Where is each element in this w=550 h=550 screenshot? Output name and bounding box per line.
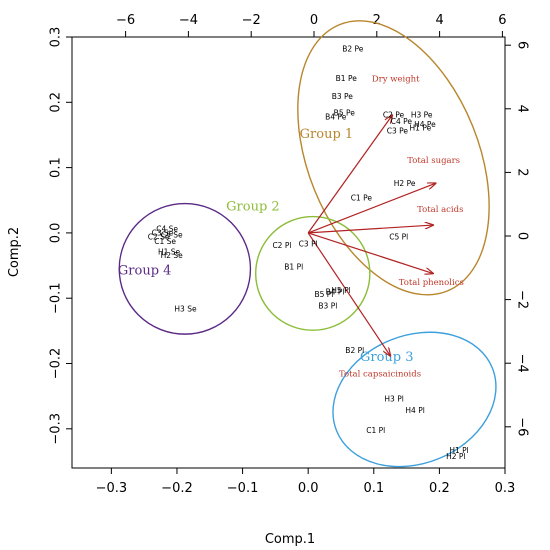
- point-label: H3 Pl: [384, 394, 403, 403]
- top-axis: −6 −4 −2 0 2 4 6: [116, 13, 507, 37]
- point-label: H1 Pe: [410, 123, 432, 132]
- dry-weight-arrow: [307, 115, 392, 234]
- x-tick-label: −0.2: [161, 481, 193, 496]
- point-label: B3 Pl: [318, 302, 337, 311]
- point-label: C4 Se: [156, 225, 178, 234]
- total-sugars-arrow-label: Total sugars: [407, 156, 460, 166]
- total-phenolics-arrow: [307, 232, 433, 273]
- point-label: C2 Pe: [383, 110, 405, 119]
- point-label: B4 Pl: [326, 287, 345, 296]
- y-tick-label: −0.2: [49, 348, 64, 380]
- point-label: H2 Pe: [394, 179, 416, 188]
- total-phenolics-arrow-label: Total phenolics: [399, 278, 464, 288]
- bottom-axis: −0.3 −0.2 −0.1 0.0 0.1 0.2 0.3: [96, 468, 516, 496]
- point-label: C2 Pl: [272, 241, 291, 250]
- point-label: B1 Pe: [336, 74, 358, 83]
- group-4-ellipse: [118, 202, 252, 335]
- y-tick-label: −0.3: [49, 413, 64, 445]
- group-2-ellipse: [254, 215, 371, 331]
- point-label: C5 Se: [161, 231, 183, 240]
- top-tick-label: −6: [116, 13, 135, 28]
- total-capsaicinoids-arrow-label: Total capsaicinoids: [339, 370, 421, 380]
- point-label: H1 Pl: [449, 446, 468, 455]
- top-tick-label: 6: [498, 13, 506, 28]
- y-tick-label: 0.2: [49, 92, 64, 113]
- point-label: H2 Se: [161, 251, 184, 260]
- group-ellipses: Group 1 Group 2 Group 3 Group 4: [118, 20, 497, 468]
- point-label: C2 Se: [148, 232, 170, 241]
- group-2-label: Group 2: [226, 200, 280, 215]
- point-label: H4 Pe: [414, 120, 436, 129]
- plot-frame: [71, 36, 506, 469]
- point-label: C3 Pl: [299, 240, 318, 249]
- total-acids-arrow: [308, 225, 433, 234]
- point-label: C1 Pe: [351, 193, 373, 202]
- y-axis-title: Comp.2: [7, 227, 22, 277]
- point-label: B1 Pl: [284, 263, 303, 272]
- point-label: C3 Se: [152, 229, 174, 238]
- total-capsaicinoids-arrow: [307, 232, 390, 356]
- point-label: H1 Se: [158, 248, 181, 257]
- left-axis: −0.3 −0.2 −0.1 0.0 0.1 0.2 0.3: [49, 27, 72, 445]
- x-tick-label: 0.0: [298, 481, 319, 496]
- x-tick-label: −0.3: [96, 481, 128, 496]
- group-3-ellipse: [332, 331, 497, 468]
- y-tick-label: 0.0: [49, 223, 64, 244]
- right-tick-label: 0: [515, 232, 530, 240]
- top-tick-label: 0: [310, 13, 318, 28]
- point-label: B2 Pl: [345, 346, 364, 355]
- y-tick-label: 0.3: [49, 27, 64, 48]
- total-acids-arrow-label: Total acids: [417, 205, 463, 215]
- total-sugars-arrow: [307, 183, 435, 234]
- group-4-label: Group 4: [118, 264, 172, 279]
- point-label: C1 Pl: [366, 426, 385, 435]
- x-tick-label: 0.1: [363, 481, 384, 496]
- group-3-label: Group 3: [360, 350, 414, 365]
- point-label: C5 Pl: [389, 232, 408, 241]
- loading-arrows: Dry weight Total sugars Total acids Total p…: [307, 74, 464, 380]
- x-tick-label: 0.2: [429, 481, 450, 496]
- y-tick-label: −0.1: [49, 282, 64, 314]
- right-tick-label: 4: [515, 105, 530, 113]
- right-tick-label: −4: [515, 354, 530, 373]
- y-tick-label: 0.1: [49, 157, 64, 178]
- right-tick-label: 2: [515, 168, 530, 176]
- right-tick-label: −2: [515, 290, 530, 309]
- point-label: B4 Pe: [325, 112, 347, 121]
- right-tick-label: 6: [515, 41, 530, 49]
- point-label: B5 Pl: [314, 290, 333, 299]
- top-tick-label: 4: [435, 13, 443, 28]
- point-label: C3 Pe: [387, 127, 409, 136]
- point-label: B3 Pe: [332, 92, 354, 101]
- point-label: C4 Pe: [391, 117, 413, 126]
- right-tick-label: −6: [515, 417, 530, 436]
- group-1-label: Group 1: [300, 127, 354, 142]
- x-tick-label: −0.1: [227, 481, 259, 496]
- point-label: H3 Se: [174, 304, 197, 313]
- point-label: B5 Pe: [334, 108, 356, 117]
- top-tick-label: −4: [179, 13, 198, 28]
- point-label: B2 Pe: [342, 44, 364, 53]
- top-tick-label: 2: [373, 13, 381, 28]
- point-label: C1 Se: [154, 237, 176, 246]
- right-axis: −6 −4 −2 0 2 4 6: [505, 41, 530, 436]
- x-axis-title: Comp.1: [265, 532, 315, 547]
- point-label: H3 Pe: [411, 110, 433, 119]
- x-tick-label: 0.3: [495, 481, 516, 496]
- point-label: H4 Pl: [405, 406, 424, 415]
- point-label: H2 Pl: [446, 452, 465, 461]
- dry-weight-arrow-label: Dry weight: [372, 74, 420, 84]
- point-label: H5 Pl: [331, 286, 350, 295]
- top-tick-label: −2: [242, 13, 261, 28]
- group-1-ellipse: [297, 20, 490, 296]
